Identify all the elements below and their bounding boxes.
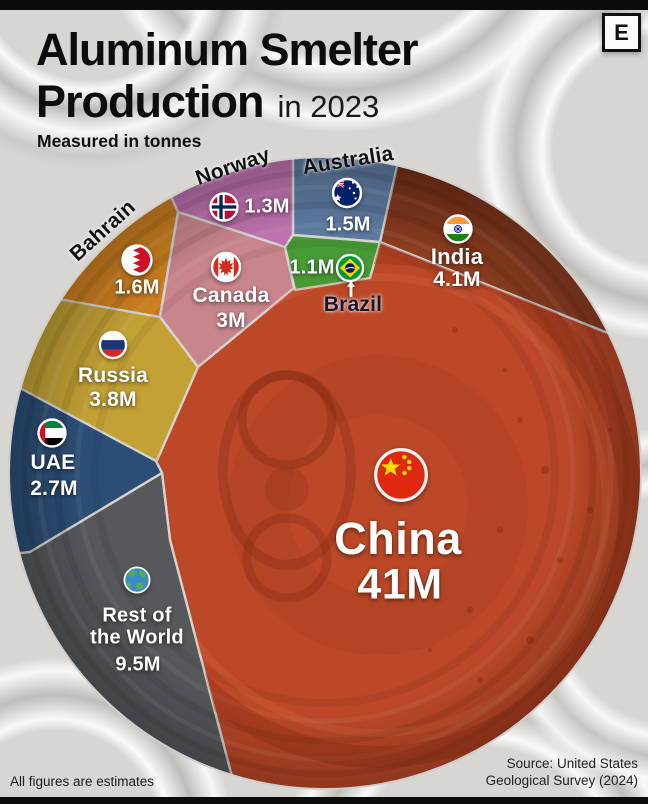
russia-label: Russia bbox=[77, 364, 149, 387]
china-value: 41M bbox=[357, 560, 443, 609]
top-border-bar bbox=[0, 0, 648, 10]
russia-flag-icon bbox=[98, 330, 128, 360]
title-line1: Aluminum Smelter bbox=[36, 24, 419, 75]
canada-flag-icon bbox=[210, 251, 242, 283]
row-label-line2: the World bbox=[90, 626, 184, 649]
russia-value: 3.8M bbox=[89, 388, 137, 411]
bahrain-flag-icon bbox=[121, 244, 153, 276]
norway-value: 1.3M bbox=[244, 195, 290, 218]
chart-subtitle: Measured in tonnes bbox=[37, 131, 202, 151]
source-line1: Source: United States bbox=[506, 756, 638, 771]
source-line2: Geological Survey (2024) bbox=[485, 773, 638, 788]
bottom-border-bar bbox=[0, 797, 648, 804]
uae-label: UAE bbox=[30, 451, 76, 474]
brazil-value: 1.1M bbox=[289, 256, 335, 279]
china-can-texture bbox=[9, 157, 641, 789]
china-label: China bbox=[334, 513, 462, 564]
row-label-line1: Rest of bbox=[102, 604, 172, 627]
india-value: 4.1M bbox=[433, 268, 481, 291]
australia-value: 1.5M bbox=[325, 213, 371, 236]
norway-flag-icon bbox=[209, 192, 239, 222]
elements-logo: E bbox=[602, 13, 641, 52]
brazil-arrow-icon bbox=[346, 280, 356, 298]
canada-label: Canada bbox=[192, 284, 270, 307]
title-year-suffix: in 2023 bbox=[277, 89, 380, 124]
brazil-flag-icon bbox=[335, 253, 365, 283]
india-flag-icon bbox=[443, 214, 473, 244]
uae-flag-icon bbox=[37, 418, 67, 448]
row-value: 9.5M bbox=[115, 653, 161, 676]
footnote: All figures are estimates bbox=[10, 774, 155, 789]
source-credit: Source: United States Geological Survey … bbox=[486, 755, 638, 789]
uae-value: 2.7M bbox=[30, 477, 78, 500]
india-label: India bbox=[430, 244, 484, 269]
canada-value: 3M bbox=[216, 309, 246, 332]
page-title: Aluminum Smelter Production in 2023 bbox=[36, 24, 419, 133]
title-line2: Production bbox=[36, 76, 264, 127]
circle-outline bbox=[8, 156, 642, 790]
edge-vignette bbox=[9, 157, 641, 789]
brazil-label: Brazil bbox=[323, 293, 383, 316]
china-flag-icon bbox=[374, 448, 428, 502]
australia-flag-icon bbox=[331, 177, 363, 209]
bahrain-value: 1.6M bbox=[114, 276, 160, 299]
globe-icon bbox=[123, 566, 151, 594]
